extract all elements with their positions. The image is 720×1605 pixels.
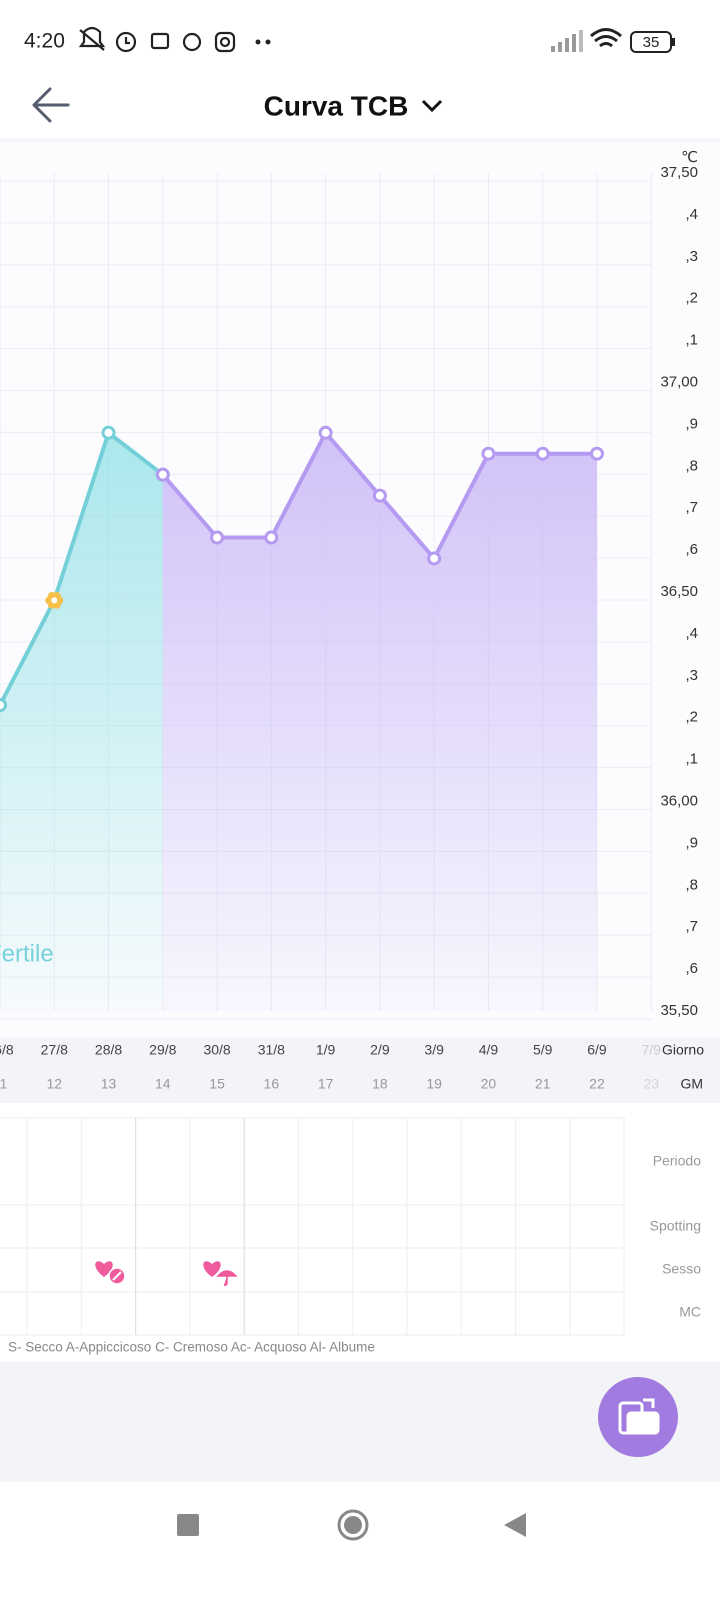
data-point [318, 425, 333, 440]
y-tick-label: 37,50 [660, 164, 698, 181]
y-tick-label: 37,00 [660, 373, 698, 390]
nav-home[interactable] [344, 1516, 362, 1534]
cycle-day-label: 23 [643, 1076, 659, 1092]
row-label: Giorno [662, 1042, 704, 1058]
wifi [590, 28, 622, 48]
y-tick-label: ,7 [685, 918, 698, 935]
x-tick-label: 26/8 [0, 1042, 14, 1058]
cycle-day-label: 15 [209, 1076, 225, 1092]
y-tick-label: ,2 [685, 290, 698, 307]
nav-recent[interactable] [177, 1514, 199, 1536]
y-tick-label: ,4 [685, 206, 698, 223]
x-tick-label: 1/9 [316, 1042, 336, 1058]
y-tick-label: 35,50 [660, 1002, 698, 1019]
ovulation-point [45, 592, 64, 609]
series-area [0, 432, 163, 1011]
y-tick-label: ,7 [685, 499, 698, 516]
battery [630, 31, 672, 53]
y-tick-label: ,8 [685, 876, 698, 893]
y-tick-label: ,8 [685, 457, 698, 474]
tracking-row-label: Sesso [662, 1261, 701, 1277]
data-point [535, 446, 550, 461]
back-button[interactable] [32, 87, 70, 123]
status-icons [78, 26, 236, 53]
y-tick-label: ,4 [685, 625, 698, 642]
cycle-day-label: 11 [0, 1076, 7, 1092]
nav-bar [0, 1484, 720, 1600]
cycle-day-label: 22 [589, 1076, 605, 1092]
data-point [372, 488, 387, 503]
data-point [427, 551, 442, 566]
y-tick-label: ,6 [685, 541, 698, 558]
pill-stroke [112, 1271, 122, 1281]
x-tick-label: 29/8 [149, 1042, 176, 1058]
x-tick-label: 30/8 [203, 1042, 230, 1058]
cycle-day-label: 17 [318, 1076, 334, 1092]
cycle-day-label: 16 [264, 1076, 280, 1092]
page-title[interactable]: Curva TCB [264, 90, 409, 121]
umbrella-icon [216, 1270, 238, 1286]
status-dot [265, 39, 271, 45]
battery-tip [672, 38, 675, 46]
data-point [264, 530, 279, 545]
series-line [0, 430, 165, 707]
x-tick-label: 27/8 [41, 1042, 68, 1058]
x-tick-label: 3/9 [424, 1042, 444, 1058]
y-tick-label: ,3 [685, 248, 698, 265]
y-tick-label: ,2 [685, 709, 698, 726]
data-point [0, 698, 7, 713]
y-tick-label: ,9 [685, 834, 698, 851]
signal [551, 30, 583, 52]
data-point [210, 530, 225, 545]
x-tick-label: 4/9 [479, 1042, 499, 1058]
row-label-bg [676, 1037, 720, 1103]
sex-icon [95, 1261, 113, 1277]
series-area [162, 432, 597, 1011]
header-divider [0, 138, 720, 142]
x-tick-label: 2/9 [370, 1042, 390, 1058]
cycle-day-label: 21 [535, 1076, 551, 1092]
status-dot [255, 39, 261, 45]
title-dropdown[interactable] [421, 99, 443, 113]
y-tick-label: 36,00 [660, 792, 698, 809]
y-tick-label: ,1 [685, 332, 698, 349]
cycle-day-label: 13 [101, 1076, 117, 1092]
nav-home-ring[interactable] [337, 1509, 369, 1541]
data-point [155, 467, 170, 482]
chart: ℃ 35,50 ,6 ,7 ,8 ,9 36,00 ,1 ,2 ,3 ,4 36,50 ,6 ,7 ,8 ,9… [0, 142, 720, 1355]
status-time: 4:20 [24, 30, 65, 53]
status-bar [0, 0, 720, 80]
cycle-day-label: 20 [481, 1076, 497, 1092]
flower-center [51, 597, 58, 604]
switch-view-icon [618, 1398, 660, 1435]
cycle-day-label: 14 [155, 1076, 171, 1092]
y-tick-label: ,3 [685, 667, 698, 684]
row-label: GM [680, 1076, 703, 1092]
x-axis-band [0, 1037, 720, 1103]
y-tick-label: ,9 [685, 415, 698, 432]
cycle-day-label: 19 [426, 1076, 442, 1092]
nav-back[interactable] [504, 1513, 526, 1537]
sex-icon [203, 1261, 221, 1277]
cycle-day-label: 12 [46, 1076, 62, 1092]
x-tick-label: 5/9 [533, 1042, 553, 1058]
y-tick-label: 36,50 [660, 583, 698, 600]
mucus-legend: S- Secco A-Appiccicoso C- Cremoso Ac- Ac… [8, 1340, 375, 1355]
x-tick-label: 7/9 [642, 1042, 662, 1058]
cycle-day-label: 18 [372, 1076, 388, 1092]
tracking-row-label: MC [679, 1304, 701, 1320]
data-point [101, 425, 116, 440]
data-point [589, 446, 604, 461]
x-tick-label: 6/9 [587, 1042, 607, 1058]
y-tick-label: ,6 [685, 960, 698, 977]
tracking-row-label: Spotting [650, 1218, 701, 1234]
tracking-row-label: Periodo [653, 1153, 701, 1169]
battery-level: 35 [643, 34, 660, 51]
y-unit: ℃ [681, 149, 698, 166]
data-point [481, 446, 496, 461]
x-tick-label: 31/8 [258, 1042, 285, 1058]
x-tick-label: 28/8 [95, 1042, 122, 1058]
y-tick-label: ,1 [685, 751, 698, 768]
